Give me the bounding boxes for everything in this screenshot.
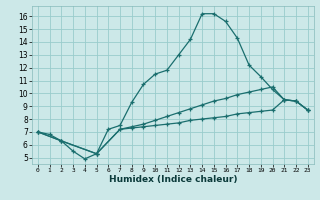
X-axis label: Humidex (Indice chaleur): Humidex (Indice chaleur) <box>108 175 237 184</box>
